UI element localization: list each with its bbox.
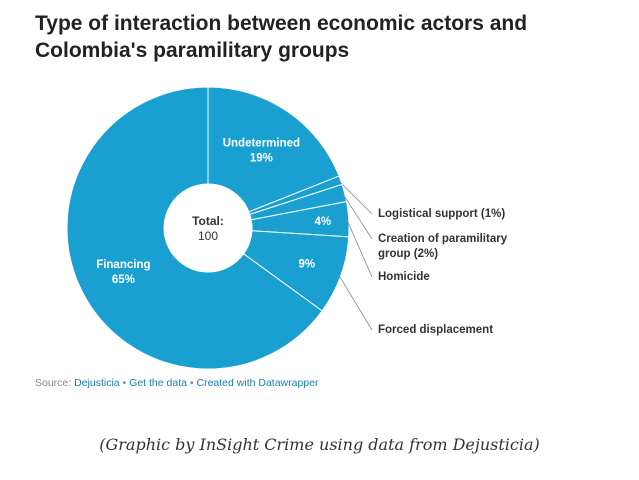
source-prefix: Source: xyxy=(35,377,72,389)
center-label: Total: xyxy=(192,214,224,228)
datawrapper-link[interactable]: Created with Datawrapper xyxy=(196,377,319,389)
legend-label: Logistical support (1%) xyxy=(378,208,505,220)
source-line: Source: Dejusticia • Get the data • Crea… xyxy=(35,377,318,389)
slice-undetermined[interactable] xyxy=(207,86,340,213)
leader-line xyxy=(342,193,373,240)
leader-line xyxy=(346,219,373,278)
slice-label: Financing xyxy=(96,259,150,271)
legend-label: Creation of paramilitary xyxy=(378,233,508,245)
chart-title: Type of interaction between economic act… xyxy=(35,12,528,62)
separator: • xyxy=(189,377,194,389)
figure-caption: (Graphic by InSight Crime using data fro… xyxy=(99,435,540,454)
slice-percent: 9% xyxy=(298,259,315,271)
slice-percent: 65% xyxy=(112,274,135,286)
slice-percent: 19% xyxy=(250,152,273,164)
get-data-link[interactable]: Get the data xyxy=(129,377,187,389)
slice-percent: 4% xyxy=(314,216,331,228)
legend-label: group (2%) xyxy=(378,248,438,260)
leader-line xyxy=(338,180,373,215)
slice-label: Undetermined xyxy=(223,137,300,149)
leader-line xyxy=(338,274,373,331)
source-link[interactable]: Dejusticia xyxy=(74,377,120,389)
center-total: 100 xyxy=(198,229,218,243)
legend-label: Homicide xyxy=(378,271,430,283)
legend-label: Forced displacement xyxy=(378,324,493,336)
separator: • xyxy=(122,377,127,389)
slice-financing[interactable] xyxy=(66,86,323,370)
